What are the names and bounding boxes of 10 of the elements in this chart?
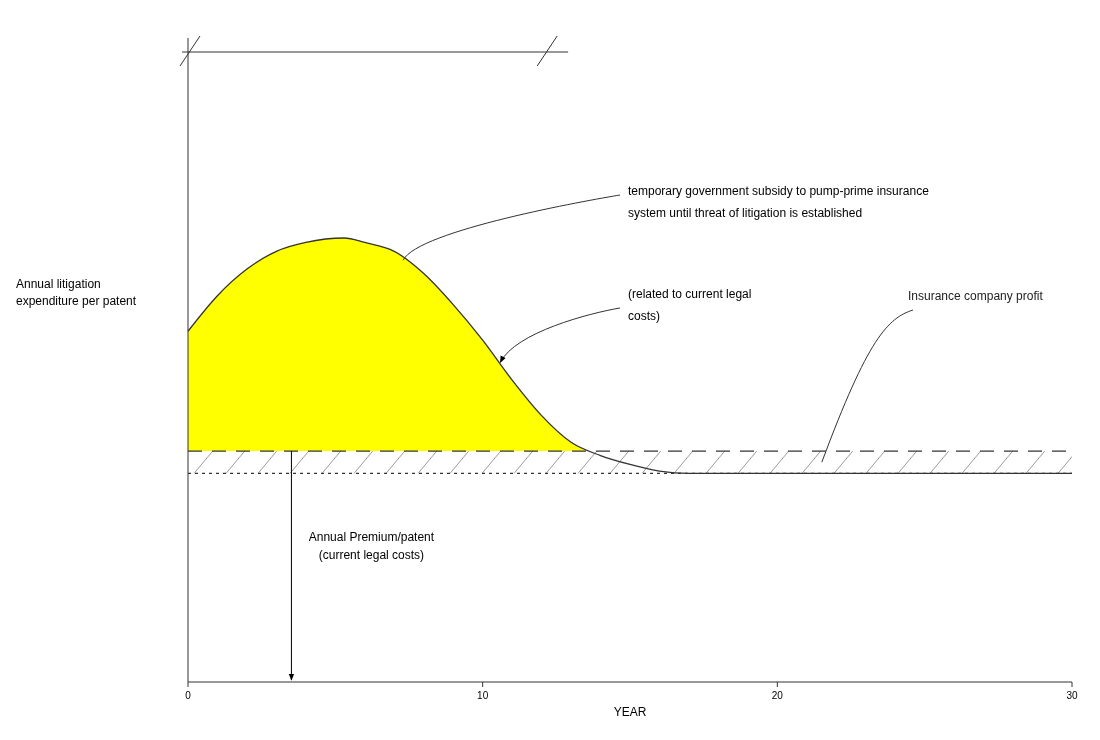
x-tick-label: 30 [1066, 690, 1078, 701]
annotation: (related to current legal costs) [628, 287, 752, 323]
x-tick-label: 10 [477, 690, 489, 701]
x-tick-label: 20 [771, 690, 784, 701]
annotation: Annual Premium/patent (current legal costs) [308, 530, 435, 563]
x-axis-title: YEAR [613, 705, 647, 719]
annotation: temporary government subsidy to pump-prime insurance system until threat of litigation is established [628, 184, 930, 220]
x-tick-label: 0 [185, 690, 192, 701]
band-label: Insurance company profit [908, 289, 1044, 303]
y-axis-title: Annual litigation expenditure per patent [16, 277, 137, 308]
